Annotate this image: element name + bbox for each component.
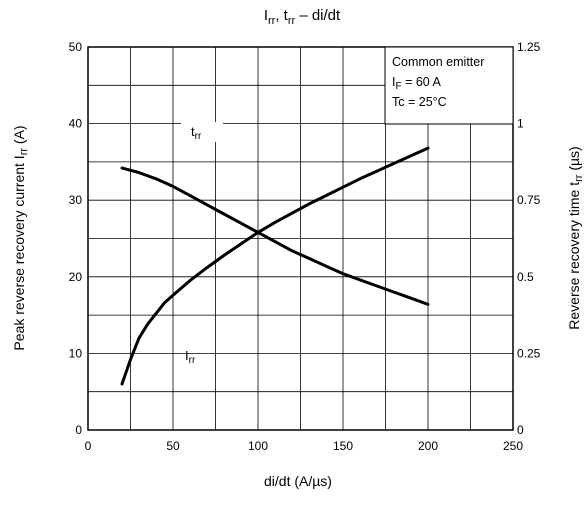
right-axis-title: Reverse recovery time trr (µs) [566, 146, 584, 329]
y-left-tick-label: 20 [69, 270, 83, 284]
series-line-trr [120, 166, 430, 306]
x-tick-label: 100 [248, 439, 268, 453]
x-tick-label: 200 [418, 439, 438, 453]
x-tick-label: 50 [166, 439, 180, 453]
y-right-tick-label: 0 [517, 423, 524, 437]
trr-curve-label: trr [191, 124, 202, 142]
y-right-tick-label: 1.25 [517, 40, 541, 54]
legend-line-1: Common emitter [392, 55, 484, 69]
legend-box [384, 46, 514, 125]
y-left-tick-label: 40 [69, 117, 83, 131]
left-axis-title: Peak reverse recovery current Irr (A) [11, 125, 30, 350]
tick-labels: 0 50 100 150 200 250 0 10 20 30 40 50 0 0.25 0.5 0.75 1 1… [69, 40, 541, 453]
x-tick-label: 250 [503, 439, 523, 453]
y-right-tick-label: 0.75 [517, 193, 541, 207]
y-left-tick-label: 50 [69, 40, 83, 54]
plot-frame [87, 46, 514, 431]
y-left-tick-label: 10 [69, 346, 83, 360]
legend: Common emitter IF = 60 A Tc = 25°C [384, 46, 514, 125]
series-line-irr [120, 146, 430, 386]
chart-title: Irr, trr – di/dt [264, 7, 341, 27]
x-tick-label: 0 [85, 439, 92, 453]
trr-label-bg [181, 122, 223, 142]
y-left-tick-label: 30 [69, 193, 83, 207]
y-right-tick-label: 0.5 [517, 270, 534, 284]
x-axis-title: di/dt (A/µs) [264, 473, 332, 489]
series [120, 146, 430, 386]
y-left-tick-label: 0 [75, 423, 82, 437]
irr-curve-label: Irr [185, 348, 196, 366]
y-right-tick-label: 0.25 [517, 346, 541, 360]
y-right-tick-label: 1 [517, 117, 524, 131]
legend-line-3: Tc = 25°C [392, 95, 447, 109]
x-tick-label: 150 [333, 439, 353, 453]
legend-line-2: IF = 60 A [392, 75, 442, 92]
grid [88, 47, 513, 430]
